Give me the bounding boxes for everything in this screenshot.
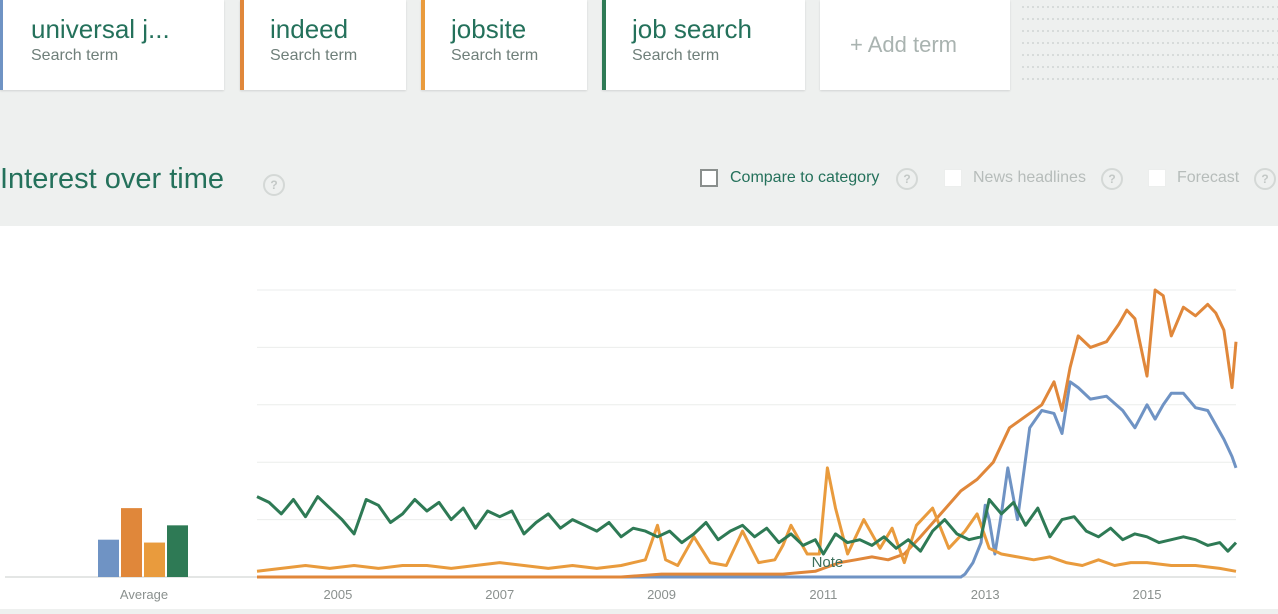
series-line	[256, 466, 1237, 573]
section-title: Interest over time	[0, 163, 225, 195]
term-card-universal[interactable]: universal j... Search term	[0, 0, 224, 90]
term-color-stripe	[421, 0, 425, 90]
term-name: universal j...	[31, 14, 170, 44]
series-line	[257, 380, 1238, 579]
term-color-stripe	[602, 0, 606, 90]
forecast-label[interactable]: Forecast	[1177, 169, 1240, 186]
term-card-jobsite[interactable]: jobsite Search term	[421, 0, 587, 90]
x-tick-label: 2013	[971, 587, 1000, 602]
term-subtitle: Search term	[270, 47, 358, 64]
forecast-help-icon[interactable]: ?	[1254, 168, 1276, 190]
series-lines	[256, 288, 1238, 579]
term-name: job search	[632, 14, 752, 44]
average-bar	[98, 539, 119, 577]
x-tick-label: 2005	[323, 587, 352, 602]
note-annotation: Note	[812, 554, 844, 571]
compare-category-checkbox[interactable]	[700, 169, 718, 187]
add-term-button[interactable]: + Add term	[820, 0, 1010, 90]
term-card-indeed[interactable]: indeed Search term	[240, 0, 406, 90]
interest-over-time-chart-panel: Average 2005 2007 2009 2011 2013 2015 Note	[0, 226, 1278, 609]
term-color-stripe	[0, 0, 3, 90]
x-tick-label: 2009	[647, 587, 676, 602]
term-name: jobsite	[451, 14, 527, 44]
forecast-checkbox[interactable]	[1148, 169, 1166, 187]
term-subtitle: Search term	[31, 47, 119, 64]
news-headlines-checkbox[interactable]	[944, 169, 962, 187]
compare-help-icon[interactable]: ?	[896, 168, 918, 190]
average-label: Average	[120, 587, 168, 602]
compare-category-label[interactable]: Compare to category	[730, 169, 880, 186]
term-subtitle: Search term	[451, 47, 539, 64]
series-line	[256, 495, 1238, 556]
series-line	[257, 288, 1238, 579]
average-bar	[167, 525, 188, 577]
x-tick-label: 2011	[809, 587, 837, 602]
term-name: indeed	[270, 14, 349, 44]
term-card-job-search[interactable]: job search Search term	[602, 0, 805, 90]
dotted-background	[1022, 6, 1278, 86]
interest-over-time-chart[interactable]: Average 2005 2007 2009 2011 2013 2015 Note	[0, 226, 1278, 609]
search-terms-bar: universal j... Search term indeed Search…	[0, 0, 1278, 92]
add-term-label: + Add term	[850, 32, 958, 57]
help-icon[interactable]: ?	[263, 174, 285, 196]
term-color-stripe	[240, 0, 244, 90]
x-tick-label: 2007	[485, 587, 514, 602]
average-bar	[144, 542, 165, 577]
news-help-icon[interactable]: ?	[1101, 168, 1123, 190]
average-bar	[121, 508, 142, 577]
average-bars: Average	[98, 508, 188, 602]
chart-annotations: Note	[812, 554, 844, 571]
news-headlines-label[interactable]: News headlines	[973, 169, 1086, 186]
x-axis-ticks: 2005 2007 2009 2011 2013 2015	[323, 587, 1161, 602]
x-tick-label: 2015	[1133, 587, 1162, 602]
term-subtitle: Search term	[632, 47, 720, 64]
